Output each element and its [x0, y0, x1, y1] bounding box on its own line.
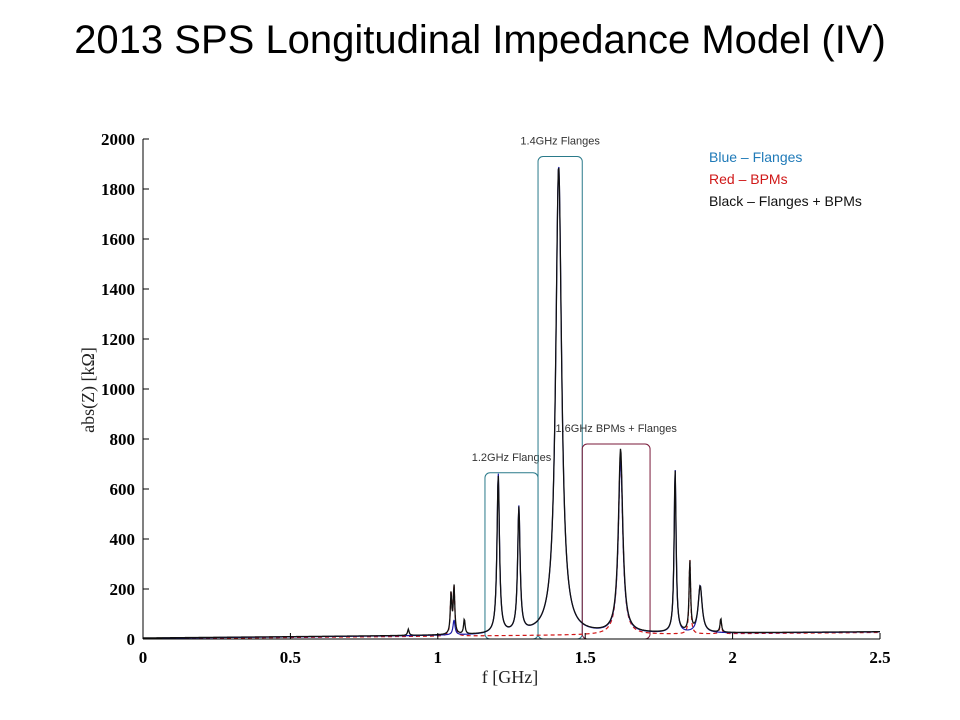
y-tick-label: 1400 [101, 280, 135, 299]
series-flanges-line [143, 166, 880, 639]
slide-title: 2013 SPS Longitudinal Impedance Model (I… [74, 18, 886, 62]
legend: Blue – Flanges Red – BPMs Black – Flanges … [709, 149, 862, 209]
legend-entry: Red – BPMs [709, 171, 788, 187]
series-bpms-line [143, 454, 880, 640]
y-tick-label: 200 [110, 580, 136, 599]
annotation-box [484, 472, 539, 640]
legend-entry: Black – Flanges + BPMs [709, 193, 862, 209]
x-axis-label: f [GHz] [482, 667, 538, 687]
annotation-boxes: 1.2GHz Flanges 1.4GHz Flanges 1.6GHz BPMs … [472, 136, 677, 640]
series-flanges-bpms-line [143, 167, 881, 639]
y-tick-label: 1800 [101, 180, 135, 199]
y-tick-label: 800 [110, 430, 136, 449]
y-tick-label: 0 [127, 630, 136, 649]
x-tick-label: 0.5 [280, 648, 301, 667]
y-tick-label: 1000 [101, 380, 135, 399]
y-tick-label: 1600 [101, 230, 135, 249]
annotation-label: 1.6GHz BPMs + Flanges [555, 423, 677, 435]
y-tick-label: 600 [110, 480, 136, 499]
y-tick-label: 400 [110, 530, 136, 549]
x-tick-label: 1 [434, 648, 443, 667]
x-tick-label: 1.5 [575, 648, 596, 667]
annotation-label: 1.2GHz Flanges [472, 452, 552, 464]
annotation-label: 1.4GHz Flanges [520, 136, 600, 148]
axes: 0 0.5 1 1.5 2 2.5 0 200 400 600 800 1000 1200 1400 160… [101, 130, 891, 667]
x-tick-label: 2 [728, 648, 737, 667]
y-tick-label: 1200 [101, 330, 135, 349]
series-layer [143, 166, 881, 640]
y-axis-label: abs(Z) [kΩ] [78, 347, 99, 433]
x-tick-label: 0 [139, 648, 148, 667]
x-tick-label: 2.5 [869, 648, 890, 667]
annotation-box [581, 443, 651, 640]
y-tick-label: 2000 [101, 130, 135, 149]
legend-entry: Blue – Flanges [709, 149, 802, 165]
